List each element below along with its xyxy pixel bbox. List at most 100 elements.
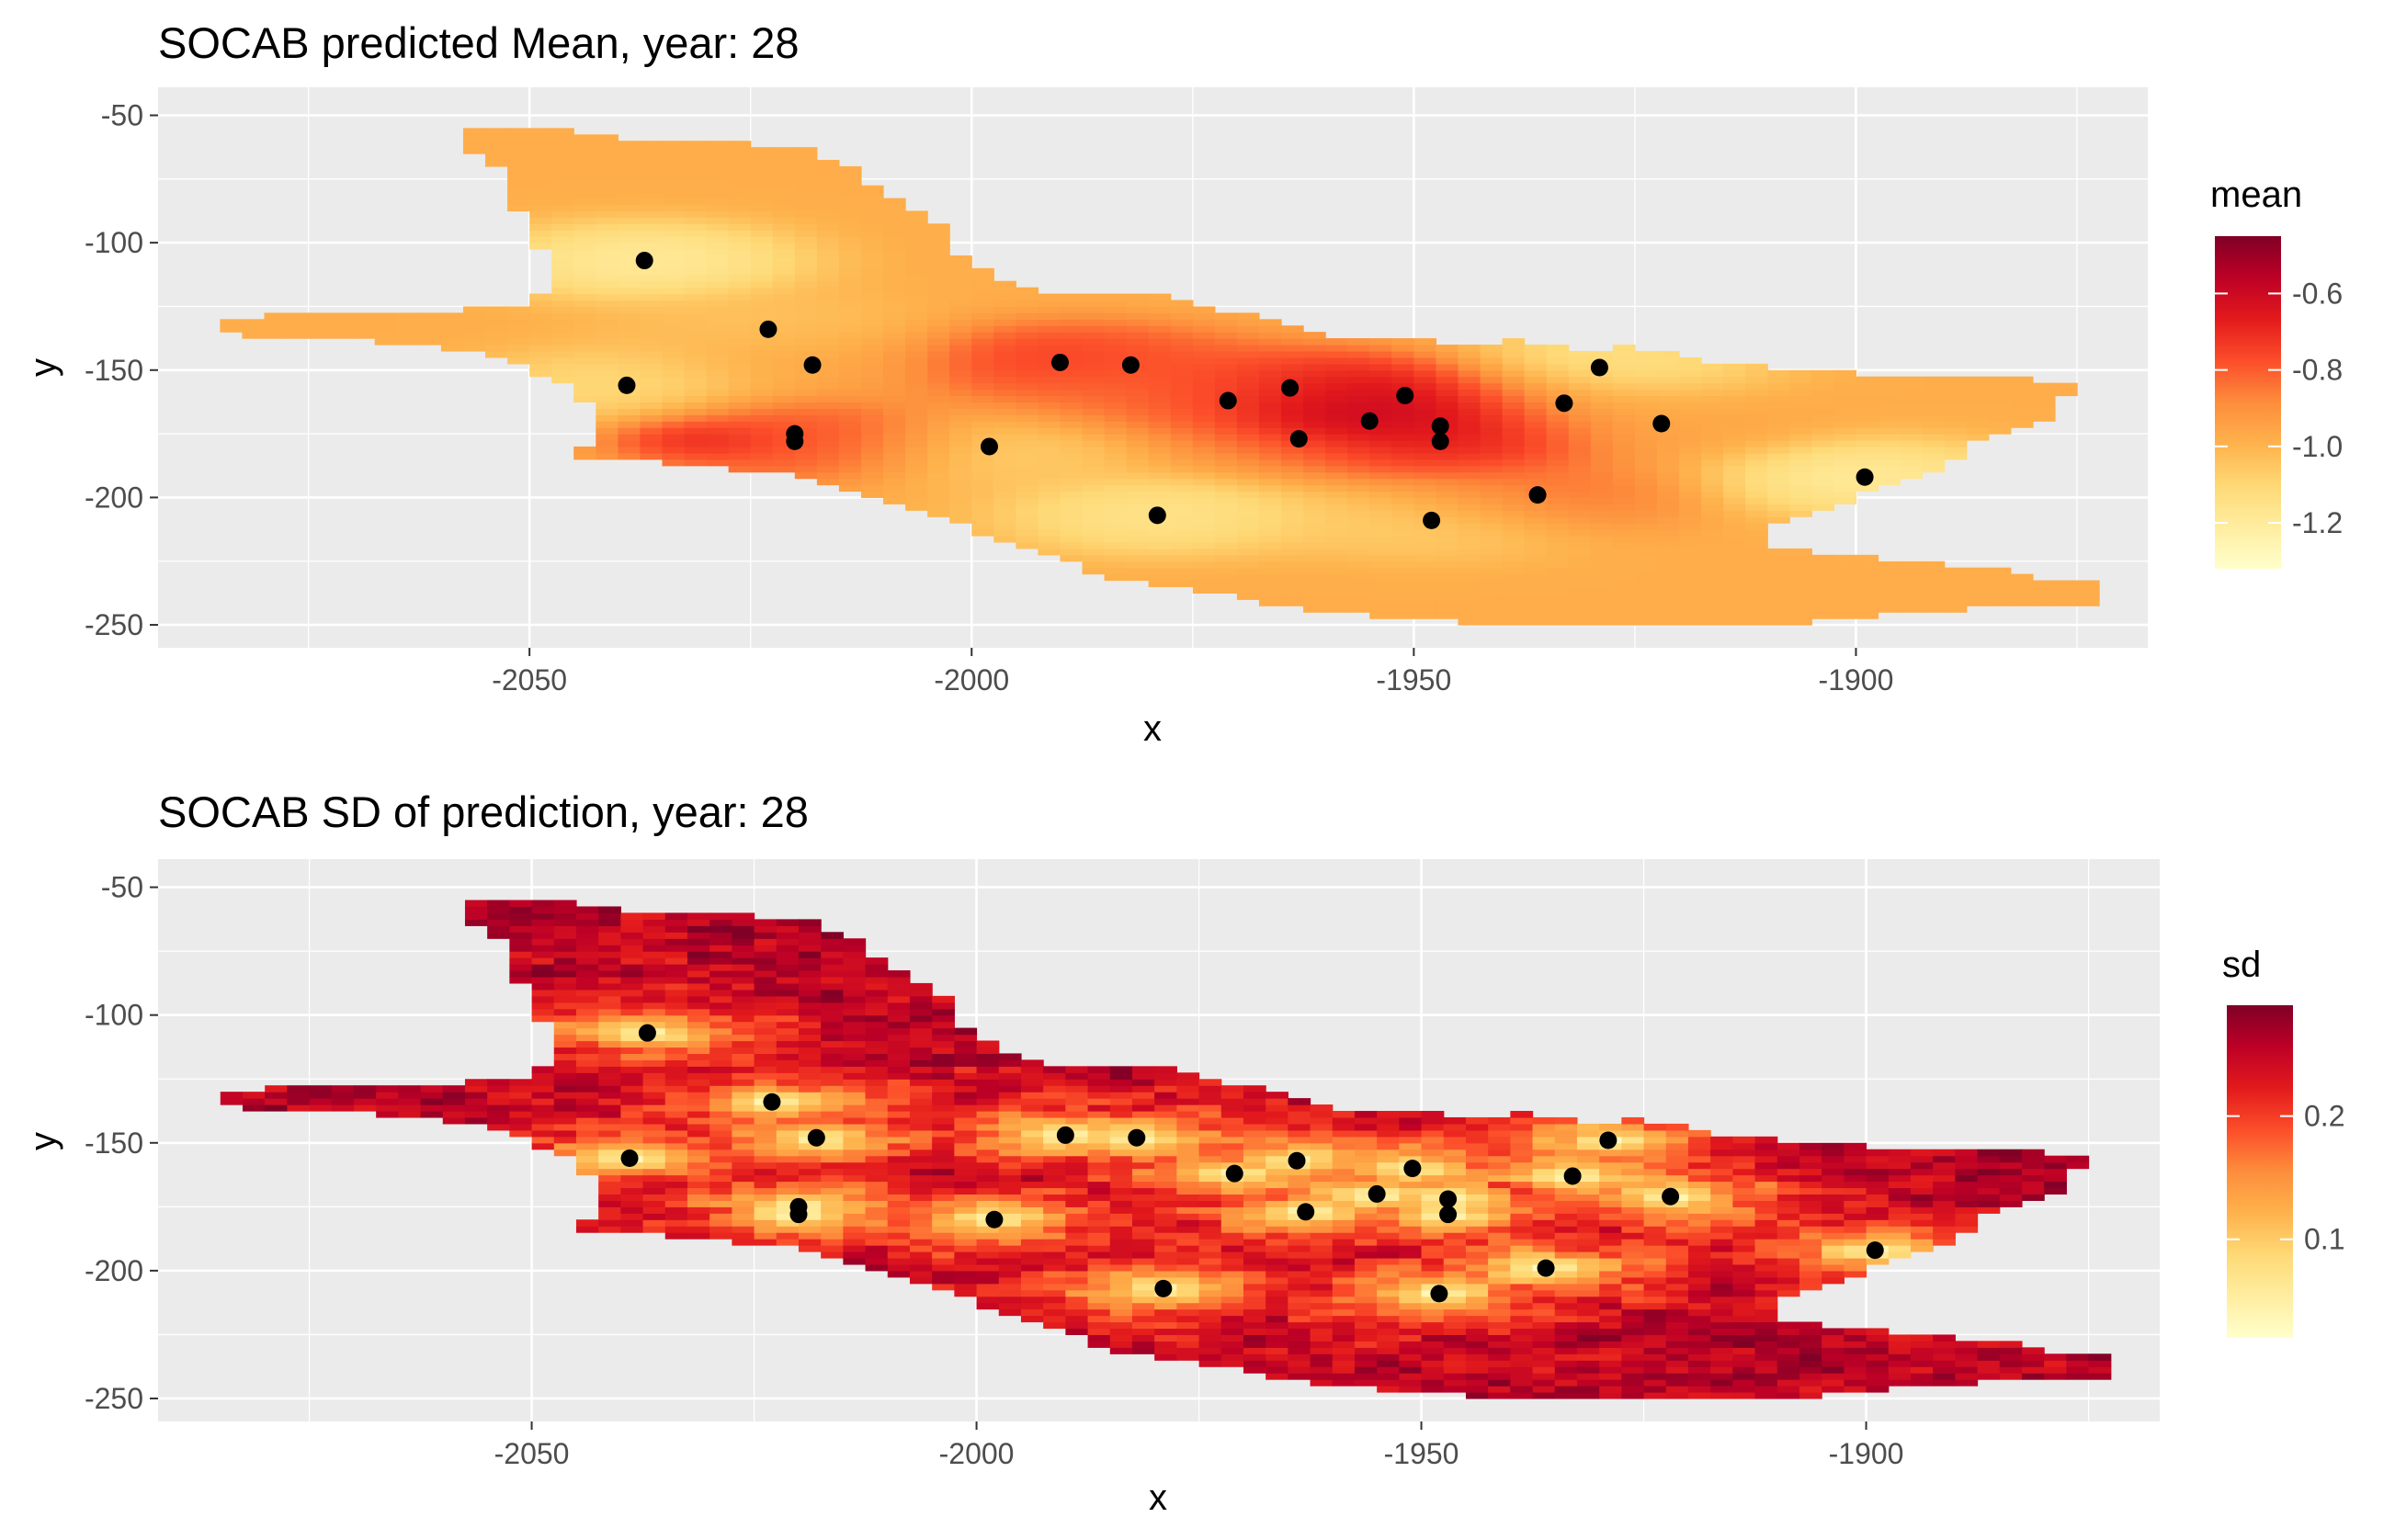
heatmap-cell [1547, 510, 1570, 517]
heatmap-cell [596, 147, 619, 154]
heatmap-cell [843, 1143, 866, 1150]
heatmap-cell [817, 210, 840, 218]
heatmap-cell [1043, 1316, 1066, 1323]
heatmap-cell [487, 906, 510, 913]
heatmap-cell [1243, 1194, 1266, 1201]
heatmap-cell [839, 236, 862, 243]
heatmap-cell [1149, 479, 1172, 486]
heatmap-cell [1458, 618, 1481, 626]
heatmap-cell [1266, 1277, 1288, 1285]
heatmap-cell [999, 1226, 1022, 1233]
heatmap-cell [532, 964, 555, 971]
heatmap-cell [354, 1092, 377, 1099]
heatmap-cell [843, 1098, 866, 1105]
heatmap-cell [1458, 536, 1481, 543]
heatmap-cell [1811, 434, 1834, 441]
heatmap-cell [1311, 1117, 1334, 1125]
heatmap-cell [507, 332, 530, 339]
heatmap-cell [999, 1290, 1022, 1297]
heatmap-cell [1789, 396, 1812, 403]
heatmap-cell [861, 466, 884, 473]
heatmap-cell [1176, 1271, 1199, 1278]
heatmap-cell [640, 141, 663, 148]
heatmap-cell [1176, 1130, 1199, 1138]
heatmap-cell [1547, 459, 1570, 467]
heatmap-cell [1193, 574, 1216, 582]
heatmap-cell [821, 970, 844, 978]
heatmap-cell [839, 186, 862, 193]
heatmap-cell [1281, 574, 1304, 582]
heatmap-cell [1038, 536, 1061, 543]
heatmap-cell [1377, 1316, 1400, 1323]
heatmap-cell [954, 1124, 977, 1131]
legend-tick-label: -1.2 [2292, 506, 2343, 539]
heatmap-cell [954, 1271, 977, 1278]
heatmap-cell [573, 249, 596, 256]
heatmap-cell [1083, 434, 1106, 441]
heatmap-cell [685, 427, 708, 435]
heatmap-cell [799, 1092, 822, 1099]
heatmap-cell [1021, 1277, 1044, 1285]
heatmap-cell [596, 351, 619, 358]
heatmap-cell [509, 1130, 532, 1138]
heatmap-cell [707, 434, 730, 441]
heatmap-cell [1288, 1309, 1311, 1317]
heatmap-cell [905, 223, 928, 231]
heatmap-cell [1701, 523, 1724, 530]
heatmap-cell [485, 128, 508, 135]
heatmap-cell [1547, 599, 1570, 606]
heatmap-cell [1879, 396, 1901, 403]
heatmap-cell [596, 319, 619, 326]
heatmap-cell [1547, 497, 1570, 504]
heatmap-cell [866, 1251, 889, 1259]
heatmap-cell [551, 160, 574, 167]
heatmap-cell [1856, 574, 1879, 582]
heatmap-cell [1701, 542, 1724, 549]
heatmap-cell [1105, 440, 1128, 447]
heatmap-cell [554, 1124, 577, 1131]
heatmap-cell [643, 1143, 666, 1150]
heatmap-cell [1745, 568, 1768, 575]
heatmap-cell [1503, 357, 1526, 365]
heatmap-cell [1355, 1137, 1378, 1144]
heatmap-cell [905, 414, 928, 422]
heatmap-cell [817, 421, 840, 428]
heatmap-cell [905, 497, 928, 504]
heatmap-cell [1679, 440, 1702, 447]
heatmap-cell [376, 1085, 399, 1093]
heatmap-cell [1679, 542, 1702, 549]
heatmap-cell [640, 153, 663, 161]
heatmap-cell [596, 402, 619, 409]
heatmap-cell [1266, 1162, 1288, 1170]
heatmap-cell [1377, 1386, 1400, 1393]
heatmap-cell [1043, 1245, 1066, 1252]
heatmap-cell [732, 1226, 755, 1233]
heatmap-cell [773, 312, 796, 320]
heatmap-cell [1701, 427, 1724, 435]
heatmap-cell [971, 338, 994, 345]
heatmap-cell [1503, 402, 1526, 409]
heatmap-cell [551, 141, 574, 148]
heatmap-cell [883, 255, 906, 263]
heatmap-cell [927, 414, 950, 422]
heatmap-cell [910, 996, 933, 1003]
heatmap-cell [866, 964, 889, 971]
heatmap-cell [773, 414, 796, 422]
heatmap-cell [773, 294, 796, 301]
heatmap-cell [1325, 364, 1348, 371]
heatmap-cell [927, 319, 950, 326]
heatmap-cell [1038, 377, 1061, 384]
heatmap-cell [1105, 408, 1128, 415]
heatmap-cell [883, 434, 906, 441]
heatmap-cell [620, 945, 643, 952]
heatmap-cell [817, 440, 840, 447]
heatmap-cell [1215, 434, 1238, 441]
heatmap-cell [1458, 516, 1481, 524]
heatmap-cell [618, 345, 641, 352]
heatmap-cell [1591, 440, 1614, 447]
heatmap-cell [1083, 325, 1106, 333]
heatmap-cell [1259, 497, 1282, 504]
heatmap-cell [927, 351, 950, 358]
heatmap-cell [1635, 402, 1658, 409]
heatmap-cell [1458, 497, 1481, 504]
